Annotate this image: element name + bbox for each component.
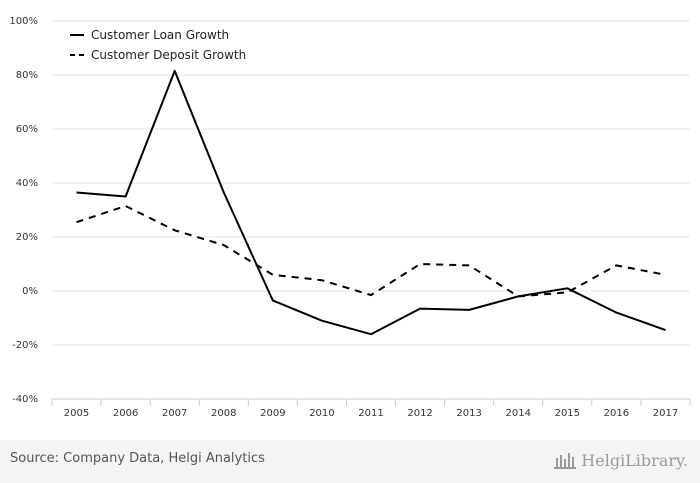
x-tick-label: 2011 bbox=[358, 408, 383, 419]
data-point[interactable] bbox=[466, 262, 472, 268]
axes: -40% -20% 0% 20% 40% 60% 80% 100% 2005 2006 2007 20… bbox=[9, 16, 690, 419]
data-point[interactable] bbox=[319, 318, 325, 324]
library-icon bbox=[553, 450, 577, 470]
brand-logo[interactable]: HelgiLibrary. bbox=[553, 448, 688, 472]
brand-name: HelgiLibrary. bbox=[581, 451, 688, 470]
data-point[interactable] bbox=[172, 68, 178, 74]
series-line-2 bbox=[77, 206, 666, 296]
data-point[interactable] bbox=[172, 227, 178, 233]
y-tick-label: 40% bbox=[16, 178, 38, 189]
data-point[interactable] bbox=[515, 293, 521, 299]
y-tick-label: 80% bbox=[16, 70, 38, 81]
y-tick-label: 20% bbox=[16, 232, 38, 243]
line-chart: -40% -20% 0% 20% 40% 60% 80% 100% 2005 2006 2007 20… bbox=[0, 0, 700, 440]
x-tick-label: 2007 bbox=[162, 408, 187, 419]
x-tick-label: 2006 bbox=[113, 408, 138, 419]
data-point[interactable] bbox=[74, 189, 80, 195]
y-tick-label: 60% bbox=[16, 124, 38, 135]
data-point[interactable] bbox=[417, 261, 423, 267]
data-point[interactable] bbox=[662, 272, 668, 278]
legend-label: Customer Deposit Growth bbox=[91, 48, 246, 62]
x-tick-label: 2010 bbox=[309, 408, 334, 419]
data-point[interactable] bbox=[613, 310, 619, 316]
data-point[interactable] bbox=[74, 219, 80, 225]
x-tick-label: 2008 bbox=[211, 408, 236, 419]
x-tick-label: 2017 bbox=[653, 408, 678, 419]
x-tick-label: 2012 bbox=[407, 408, 432, 419]
data-point[interactable] bbox=[123, 194, 129, 200]
x-tick-label: 2015 bbox=[555, 408, 580, 419]
x-tick-label: 2016 bbox=[604, 408, 629, 419]
y-tick-label: 100% bbox=[9, 16, 38, 27]
data-point[interactable] bbox=[466, 307, 472, 313]
data-point[interactable] bbox=[319, 277, 325, 283]
legend: Customer Loan Growth Customer Deposit Gro… bbox=[70, 28, 246, 62]
data-point[interactable] bbox=[613, 262, 619, 268]
x-tick-label: 2005 bbox=[64, 408, 89, 419]
x-tick-label: 2014 bbox=[506, 408, 531, 419]
data-point[interactable] bbox=[368, 292, 374, 298]
x-tick-label: 2013 bbox=[456, 408, 481, 419]
data-point[interactable] bbox=[564, 289, 570, 295]
y-tick-label: -40% bbox=[12, 394, 38, 405]
data-point[interactable] bbox=[270, 297, 276, 303]
legend-label: Customer Loan Growth bbox=[91, 28, 229, 42]
footer: Source: Company Data, Helgi Analytics He… bbox=[0, 440, 700, 483]
data-point[interactable] bbox=[221, 189, 227, 195]
series bbox=[74, 68, 669, 337]
data-point[interactable] bbox=[123, 203, 129, 209]
data-point[interactable] bbox=[417, 306, 423, 312]
data-point[interactable] bbox=[270, 272, 276, 278]
data-point[interactable] bbox=[221, 242, 227, 248]
data-point[interactable] bbox=[368, 331, 374, 337]
data-point[interactable] bbox=[662, 327, 668, 333]
grid bbox=[52, 21, 690, 399]
y-tick-label: -20% bbox=[12, 340, 38, 351]
source-text: Source: Company Data, Helgi Analytics bbox=[10, 451, 265, 466]
x-tick-label: 2009 bbox=[260, 408, 285, 419]
y-tick-label: 0% bbox=[22, 286, 38, 297]
